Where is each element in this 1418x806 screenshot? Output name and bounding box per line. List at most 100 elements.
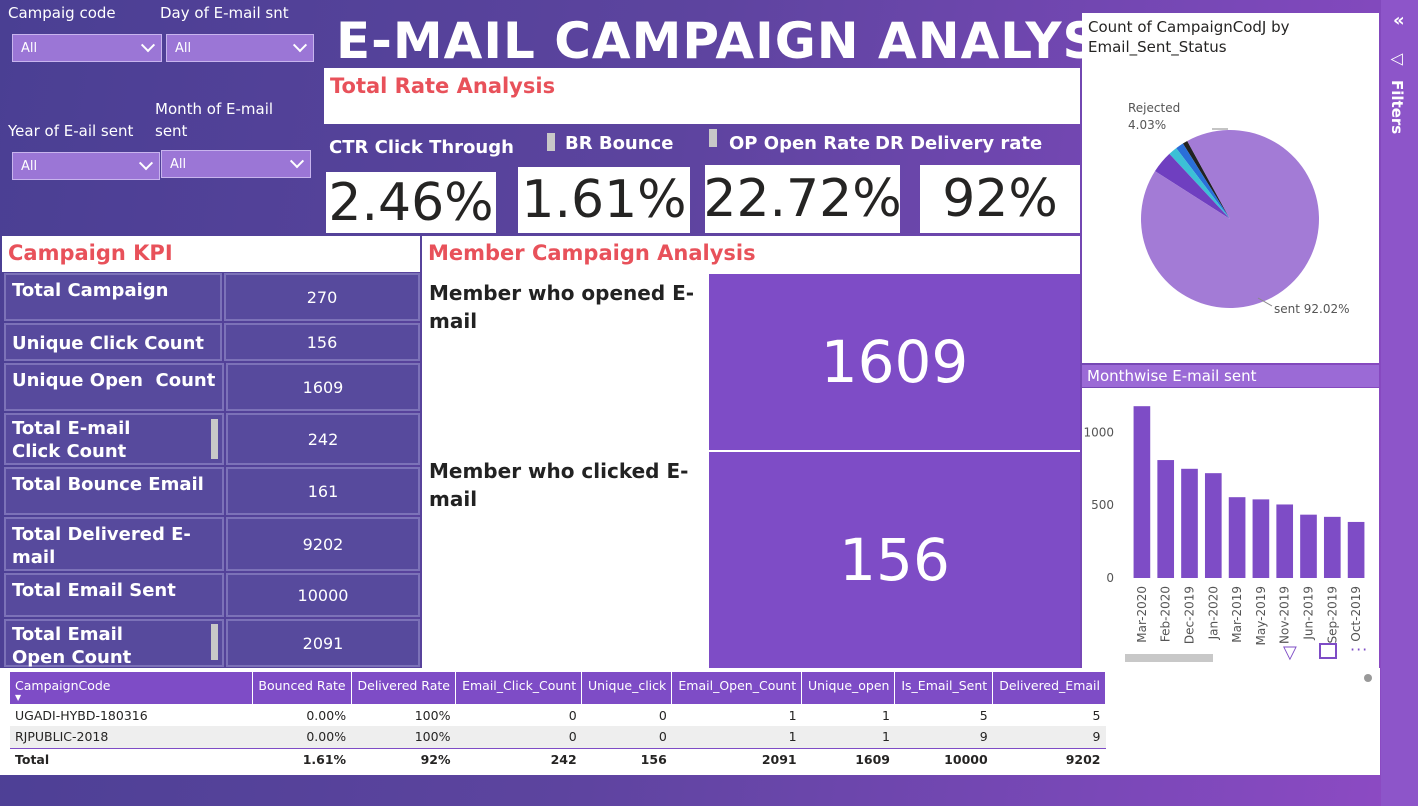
pie-chart-title: Count of CampaignCodJ by Email_Sent_Stat… <box>1088 18 1290 56</box>
column-header[interactable]: Email_Click_Count <box>455 672 583 704</box>
table-cell: UGADI-HYBD-180316 <box>15 707 148 723</box>
table-cell: 0 <box>658 707 667 723</box>
rate-section-header: Total Rate Analysis <box>324 68 1080 124</box>
ctr-value: 2.46% <box>328 172 494 233</box>
kpi-section-title: Campaign KPI <box>8 241 173 265</box>
slicer-label-day: Day of E-mail snt <box>160 4 289 22</box>
member-section-title: Member Campaign Analysis <box>428 241 756 265</box>
bar-chart-panel: 0 500 1000 Mar-2020 Feb-2020 Dec-2019 Jan-2020… <box>1082 388 1379 668</box>
opened-card: 1609 <box>709 274 1080 450</box>
table-cell: 1609 <box>801 747 895 770</box>
kpi-value-unique-click: 156 <box>224 323 420 361</box>
dropdown-value: All <box>21 40 38 56</box>
table-scrollbar[interactable] <box>1364 674 1372 682</box>
x-tick-label: Jun-2019 <box>1302 586 1316 641</box>
horizontal-scrollbar[interactable] <box>1125 654 1213 662</box>
ctr-label: CTR Click Through <box>329 137 514 158</box>
bar-May-2019[interactable] <box>1252 499 1270 578</box>
table-row[interactable]: UGADI-HYBD-180316 0.00% 100% 0 0 1 1 5 5 <box>10 704 1106 726</box>
column-header[interactable]: Bounced Rate <box>252 672 352 704</box>
table-cell: 10000 <box>894 747 993 770</box>
column-header[interactable]: CampaignCode ▼ <box>10 672 253 704</box>
more-options-icon[interactable]: ··· <box>1350 640 1369 659</box>
table-cell: 0 <box>455 726 582 748</box>
column-header[interactable]: Is_Email_Sent <box>894 672 994 704</box>
kpi-value-total-campaign: 270 <box>224 273 420 321</box>
bar-Jun-2019[interactable] <box>1300 514 1317 578</box>
campaign-code-dropdown[interactable]: All <box>12 34 162 62</box>
dropdown-value: All <box>21 158 38 174</box>
filters-label: Filters <box>1388 80 1406 135</box>
bar-Oct-2019[interactable] <box>1347 521 1365 578</box>
bar-Jan-2020[interactable] <box>1204 473 1222 578</box>
pie-label-sent: sent 92.02% <box>1274 302 1350 316</box>
pie-slice-other-3[interactable] <box>1176 143 1230 219</box>
card-handle <box>709 129 717 147</box>
scrollbar-handle[interactable] <box>211 624 218 660</box>
kpi-label-total-open: Total Email Open Count <box>4 619 224 668</box>
table-cell: 156 <box>581 747 672 770</box>
slicer-label-year: Year of E-ail sent <box>8 122 134 140</box>
filters-pane[interactable]: « ▽ Filters <box>1381 0 1418 806</box>
clicked-label: Member who clicked E-mail <box>429 459 689 511</box>
double-chevron-left-icon[interactable]: « <box>1393 10 1405 31</box>
focus-mode-icon[interactable] <box>1319 643 1337 659</box>
data-table: CampaignCode ▼ Bounced Rate Delivered Rate E… <box>10 672 1106 770</box>
clicked-value: 156 <box>839 526 950 594</box>
pie-slice-other-4[interactable] <box>1182 140 1230 219</box>
chevron-down-icon <box>138 156 154 171</box>
opened-label: Member who opened E-mail <box>429 281 695 333</box>
x-tick-label: May-2019 <box>1254 586 1268 645</box>
bar-chart-title: Monthwise E-mail sent <box>1087 367 1257 385</box>
data-table-container: CampaignCode ▼ Bounced Rate Delivered Rate E… <box>10 672 1106 770</box>
table-cell: 0 <box>568 707 577 723</box>
table-cell: 1 <box>788 707 797 723</box>
table-cell: 9 <box>992 726 1106 748</box>
pie-slice-rejected[interactable] <box>1154 153 1230 219</box>
x-tick-label: Mar-2020 <box>1135 586 1149 643</box>
bar-Sep-2019[interactable] <box>1323 516 1341 578</box>
pie-slice-sent[interactable] <box>1141 130 1319 308</box>
bar-Mar-2019[interactable] <box>1228 497 1246 578</box>
month-dropdown[interactable]: All <box>161 150 311 178</box>
column-header[interactable]: Email_Open_Count <box>671 672 803 704</box>
scrollbar-handle[interactable] <box>211 419 218 459</box>
x-tick-label: Dec-2019 <box>1183 586 1197 644</box>
column-header[interactable]: Delivered_Email <box>992 672 1106 704</box>
bar-Mar-2020[interactable] <box>1133 406 1151 578</box>
table-cell: Total <box>10 747 252 770</box>
column-header[interactable]: Unique_open <box>801 672 896 704</box>
day-dropdown[interactable]: All <box>166 34 314 62</box>
bar-Nov-2019[interactable] <box>1276 504 1294 578</box>
column-header[interactable]: Unique_click <box>581 672 673 704</box>
kpi-value-unique-open: 1609 <box>226 363 420 411</box>
kpi-label-unique-open: Unique Open Count <box>4 363 224 411</box>
filter-icon[interactable]: ▽ <box>1283 642 1297 663</box>
pie-slice-other-2[interactable] <box>1169 148 1230 219</box>
table-total-row: Total 1.61% 92% 242 156 2091 1609 10000 9202 <box>10 747 1106 770</box>
table-row[interactable]: RJPUBLIC-2018 0.00% 100% 0 0 1 1 9 9 <box>10 726 1106 748</box>
dropdown-value: All <box>175 40 192 56</box>
table-cell: 1.61% <box>252 747 352 770</box>
kpi-label-unique-click: Unique Click Count <box>4 323 222 361</box>
dr-card: 92% <box>920 165 1080 233</box>
kpi-section-header: Campaign KPI <box>2 236 420 272</box>
column-header[interactable]: Delivered Rate <box>351 672 456 704</box>
year-dropdown[interactable]: All <box>12 152 160 180</box>
table-cell: 0.00% <box>306 707 347 723</box>
bar-Feb-2020[interactable] <box>1157 460 1175 578</box>
dashboard-title: E-MAIL CAMPAIGN ANALYSIS <box>336 12 1157 70</box>
x-tick-label: Jan-2020 <box>1206 586 1220 640</box>
table-cell: 9 <box>894 726 993 748</box>
ctr-card: 2.46% <box>326 172 496 233</box>
kpi-label-total-bounce: Total Bounce Email <box>4 467 224 515</box>
y-tick-label: 0 <box>1106 571 1114 585</box>
sort-arrow-icon: ▼ <box>15 693 22 702</box>
pie-chart: Rejected 4.03% sent 92.02% <box>1128 101 1350 316</box>
kpi-label-total-delivered: Total Delivered E-mail <box>4 517 224 571</box>
dropdown-value: All <box>170 156 187 172</box>
x-tick-label: Nov-2019 <box>1278 586 1292 644</box>
bar-Dec-2019[interactable] <box>1181 468 1198 578</box>
x-tick-label: Mar-2019 <box>1230 586 1244 643</box>
table-cell: 1 <box>882 707 890 723</box>
